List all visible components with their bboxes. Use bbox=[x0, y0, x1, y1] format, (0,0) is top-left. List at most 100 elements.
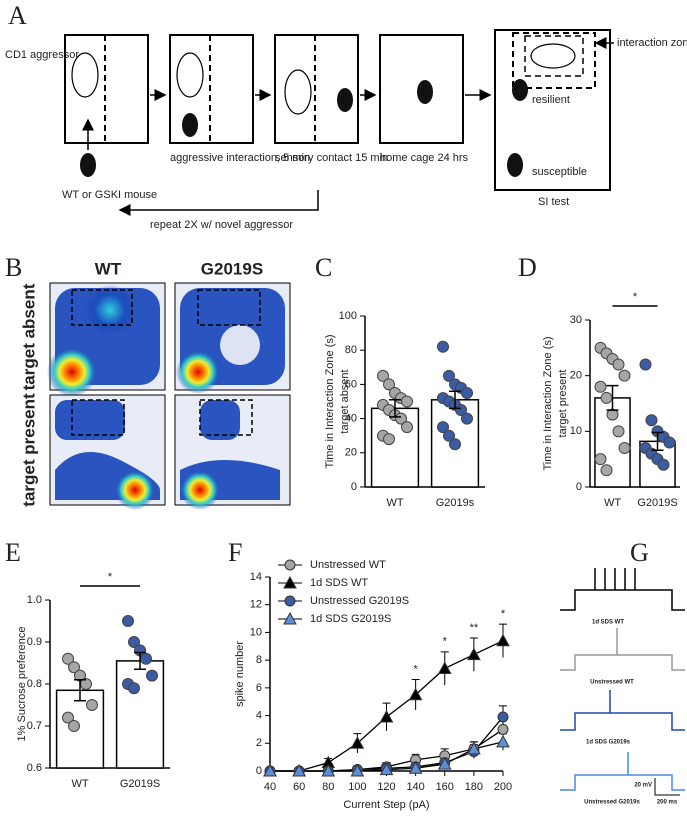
diagram-text: repeat 2X w/ novel aggressor bbox=[150, 219, 293, 231]
marker bbox=[496, 734, 510, 748]
y-tick-label: 0.8 bbox=[27, 678, 42, 690]
marker bbox=[497, 723, 509, 735]
data-point bbox=[639, 358, 652, 371]
data-point bbox=[377, 369, 389, 382]
bar bbox=[370, 407, 420, 488]
y-tick-label: 80 bbox=[345, 344, 357, 356]
x-tick-label: 60 bbox=[293, 781, 305, 793]
heatmaps bbox=[47, 282, 291, 510]
y-tick-label: 20 bbox=[345, 447, 357, 459]
y-tick-label: 0.9 bbox=[27, 636, 42, 648]
error-bar bbox=[606, 384, 619, 411]
x-tick-label: WT bbox=[604, 497, 621, 509]
y-tick-label: 40 bbox=[345, 413, 357, 425]
legend-marker bbox=[283, 611, 297, 625]
significance: * bbox=[413, 663, 418, 675]
data-point bbox=[618, 442, 631, 455]
legend-label: Unstressed G2019S bbox=[310, 595, 409, 607]
marker bbox=[437, 661, 452, 674]
marker bbox=[321, 763, 336, 777]
significance: * bbox=[501, 608, 506, 620]
data-point bbox=[663, 436, 676, 449]
panel-label: D bbox=[518, 253, 537, 282]
data-point bbox=[600, 464, 613, 477]
y-tick-label: 6 bbox=[256, 682, 262, 694]
diagram-text: aggressive interaction, 5 min bbox=[170, 152, 310, 164]
data-point bbox=[443, 429, 455, 442]
x-axis-label: Current Step (pA) bbox=[343, 799, 429, 811]
significance: * bbox=[108, 571, 113, 583]
marker bbox=[350, 736, 365, 749]
significance: ** bbox=[470, 622, 479, 634]
legend-label: 1d SDS WT bbox=[310, 577, 368, 589]
data-point bbox=[62, 711, 74, 724]
diagram-text: resilient bbox=[532, 94, 570, 106]
x-tick-label: WT bbox=[386, 497, 403, 509]
legend-label: 1d SDS G2019S bbox=[310, 613, 391, 625]
marker bbox=[350, 763, 365, 777]
heatmap-row-label: target present bbox=[19, 393, 38, 507]
heatmap-col-label: WT bbox=[95, 259, 122, 278]
marker bbox=[379, 709, 394, 723]
panel-label: G bbox=[630, 538, 649, 567]
heatmap-col-label: G2019S bbox=[201, 259, 263, 278]
data-point bbox=[455, 404, 467, 417]
diagram bbox=[64, 29, 614, 216]
x-tick-label: 200 bbox=[494, 781, 512, 793]
data-point bbox=[437, 340, 449, 353]
data-point bbox=[62, 652, 74, 665]
data-point bbox=[86, 699, 98, 711]
y-tick-label: 60 bbox=[345, 378, 357, 390]
data-point bbox=[645, 414, 658, 427]
data-point bbox=[443, 369, 455, 382]
diagram-text: interaction zone bbox=[617, 37, 687, 49]
panel-label: E bbox=[5, 538, 21, 567]
y-tick-label: 2 bbox=[256, 737, 262, 749]
marker bbox=[379, 762, 394, 776]
data-point bbox=[657, 458, 670, 471]
y-axis-label: Time in Interaction Zone (s) bbox=[324, 334, 336, 468]
diagram-text: SI test bbox=[538, 196, 569, 208]
legend-label: Unstressed WT bbox=[310, 559, 386, 571]
panel-label: F bbox=[228, 538, 242, 567]
mouse-icons bbox=[80, 79, 528, 177]
y-tick-label: 14 bbox=[250, 571, 262, 583]
diagram-text: sensory contact 15 min bbox=[275, 152, 388, 164]
panel-label: A bbox=[8, 1, 27, 30]
data-point bbox=[600, 391, 613, 404]
y-tick-label: 0.6 bbox=[27, 762, 42, 774]
marker bbox=[496, 633, 510, 647]
y-tick-label: 4 bbox=[256, 709, 262, 721]
error-bar bbox=[134, 651, 146, 671]
marker bbox=[467, 741, 481, 755]
marker bbox=[497, 711, 509, 723]
marker bbox=[467, 647, 481, 661]
scale-label: 20 mV bbox=[634, 783, 652, 789]
y-tick-label: 0 bbox=[351, 481, 357, 493]
data-point bbox=[383, 433, 395, 446]
y-axis-label: target absent bbox=[339, 369, 351, 433]
data-point bbox=[612, 425, 625, 438]
error-bar bbox=[651, 431, 664, 452]
trace-label: 1d SDS WT bbox=[592, 620, 624, 626]
data-point bbox=[594, 453, 607, 466]
y-tick-label: 100 bbox=[339, 310, 357, 322]
x-tick-label: G2019s bbox=[436, 497, 475, 509]
diagram-text: susceptible bbox=[532, 166, 587, 178]
panel-label: B bbox=[5, 253, 22, 282]
y-tick-label: 0 bbox=[256, 765, 262, 777]
data-point bbox=[401, 395, 413, 408]
x-tick-label: G2019S bbox=[637, 497, 677, 509]
y-axis-label: Time in Interaction Zone (s) bbox=[542, 336, 554, 470]
legend-marker bbox=[284, 595, 296, 607]
diagram-text: CD1 aggressor bbox=[5, 49, 79, 61]
y-tick-label: 10 bbox=[250, 626, 262, 638]
marker bbox=[408, 687, 423, 701]
data-point bbox=[395, 412, 407, 425]
x-tick-label: WT bbox=[71, 778, 88, 790]
x-tick-label: 180 bbox=[465, 781, 483, 793]
panel-label: C bbox=[315, 253, 332, 282]
data-point bbox=[383, 378, 395, 391]
